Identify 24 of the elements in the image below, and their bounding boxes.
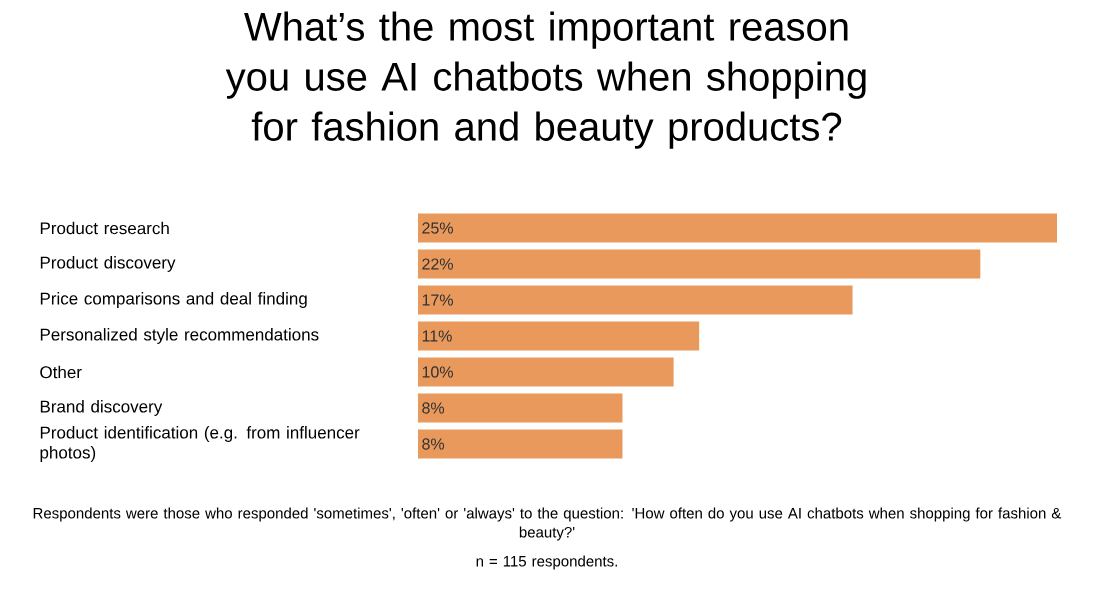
data-label: 17% xyxy=(422,294,453,306)
data-label: 25% xyxy=(422,222,453,234)
bar xyxy=(418,393,623,423)
chart-title: What’s the most important reason you use AI chatbots when shopping for fashion and beauty products? xyxy=(225,11,866,149)
y-tick-label: Product discovery xyxy=(40,256,176,272)
bar xyxy=(418,357,674,387)
y-tick-label: Other xyxy=(40,365,82,379)
y-tick-label: Product research xyxy=(40,221,169,235)
y-tick-label: Brand discovery xyxy=(40,400,163,416)
data-label: 22% xyxy=(422,258,453,270)
bar xyxy=(418,213,1058,243)
text: Respondents were those who responded 'sometimes', 'often' or 'always' to the question: 'How often do you use AI chatbots when shopping for fashion & beauty?' xyxy=(33,507,1062,541)
data-label: 11% xyxy=(422,330,452,342)
y-tick-label: Price comparisons and deal finding xyxy=(40,292,307,308)
y-tick-label: Personalized style recommendations xyxy=(40,328,319,344)
bar xyxy=(418,249,981,279)
data-label: 10% xyxy=(422,366,453,378)
bar xyxy=(418,321,700,351)
bar xyxy=(418,429,623,459)
y-tick-label: Product identification (e.g. from influencer photos) xyxy=(40,426,360,462)
data-label: 8% xyxy=(422,438,445,450)
data-label: 8% xyxy=(422,402,445,414)
bar xyxy=(418,285,853,315)
text: n = 115 respondents. xyxy=(476,555,617,570)
